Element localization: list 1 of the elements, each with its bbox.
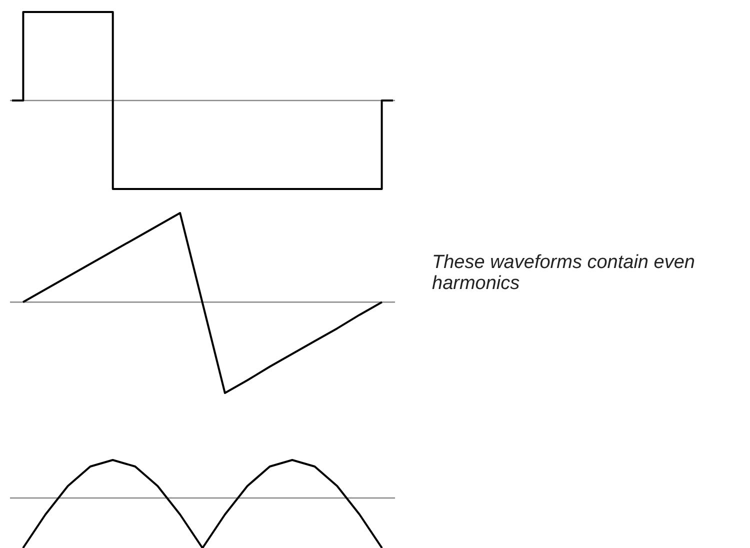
text: These waveforms contain even harmonics: [432, 252, 696, 294]
